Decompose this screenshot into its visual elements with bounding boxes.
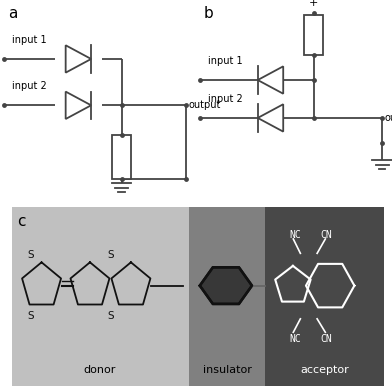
Polygon shape xyxy=(200,267,252,304)
Bar xyxy=(265,207,384,386)
Text: S: S xyxy=(27,311,34,321)
Text: a: a xyxy=(8,6,17,21)
Text: CN: CN xyxy=(321,335,332,344)
Text: +: + xyxy=(309,0,318,9)
Bar xyxy=(304,15,323,55)
Text: S: S xyxy=(107,311,114,321)
Text: input 2: input 2 xyxy=(12,82,47,91)
Bar xyxy=(189,207,265,386)
Text: c: c xyxy=(17,214,26,229)
Text: S: S xyxy=(27,250,34,260)
Text: output: output xyxy=(384,113,392,123)
Text: input 1: input 1 xyxy=(208,56,242,66)
Text: acceptor: acceptor xyxy=(300,365,349,375)
Text: CN: CN xyxy=(321,230,332,240)
Text: input 2: input 2 xyxy=(208,94,243,104)
Text: donor: donor xyxy=(84,365,116,375)
Bar xyxy=(112,135,131,179)
Text: S: S xyxy=(107,250,114,260)
Text: insulator: insulator xyxy=(203,365,251,375)
Bar xyxy=(12,207,189,386)
Text: input 1: input 1 xyxy=(12,35,46,45)
Text: NC: NC xyxy=(289,230,301,240)
Text: b: b xyxy=(204,6,214,21)
Text: NC: NC xyxy=(289,335,301,344)
Text: output: output xyxy=(188,100,221,110)
